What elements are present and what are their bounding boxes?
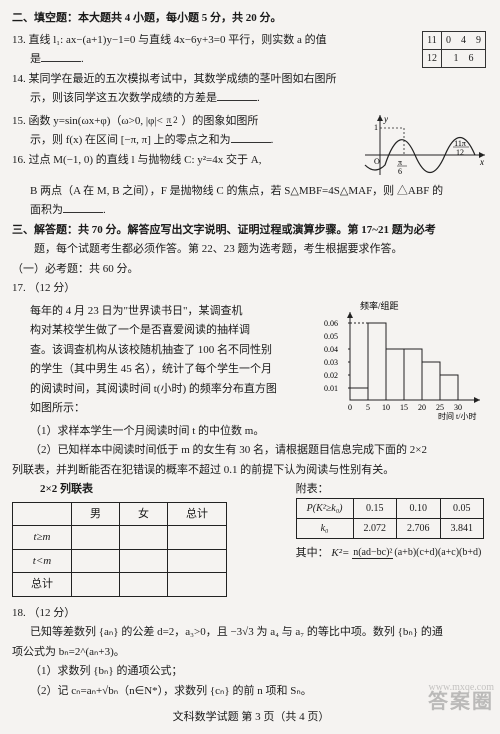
svg-text:0.02: 0.02: [324, 371, 338, 380]
q17-num: 17.: [12, 282, 26, 294]
k-table: P(K²≥k₀)0.150.100.05 k₀2.0722.7063.841: [296, 498, 484, 539]
svg-text:30: 30: [454, 403, 462, 412]
q15: 15. 函数 y=sin(ωx+φ)（ω>0, |φ|< π2 ）的图象如图所: [12, 113, 354, 130]
k-formula: 其中： K²= n(ad−bc)²(a+b)(c+d)(a+c)(b+d): [296, 545, 484, 562]
q13: 13. 直线 l₁: ax−(a+1)y−1=0 与直线 4x−6y+3=0 平…: [12, 32, 416, 49]
q15-blank: [231, 132, 271, 143]
q17-p2: 构对某校学生做了一个是否喜爱阅读的抽样调: [30, 322, 314, 339]
q18-p1: 已知等差数列 {aₙ} 的公差 d=2，a₃>0，且 −3√3 为 a₄ 与 a…: [12, 624, 490, 641]
svg-text:11π: 11π: [454, 139, 466, 148]
q17-pts: （12 分）: [29, 282, 76, 294]
svg-text:0.03: 0.03: [324, 358, 338, 367]
q17-p5: 的阅读时间，其阅读时间 t(小时) 的频率分布直方图: [30, 381, 314, 398]
svg-text:0.05: 0.05: [324, 332, 338, 341]
q17-s2: （2）已知样本中阅读时间低于 m 的女生有 30 名，请根据题目信息完成下面的 …: [12, 442, 490, 459]
q16: 16. 过点 M(−1, 0) 的直线 l 与抛物线 C: y²=4x 交于 A…: [12, 152, 354, 169]
q14-blank: [217, 90, 257, 101]
q13-line2: 是.: [12, 51, 416, 68]
q16-num: 16.: [12, 154, 26, 166]
svg-text:π: π: [398, 158, 402, 167]
svg-text:10: 10: [382, 403, 390, 412]
q16-line3: 面积为.: [12, 202, 490, 219]
stem-leaf-table: 110 4 9 121 6: [422, 31, 486, 68]
q16-line2: B 两点（A 在 M, B 之间），F 是抛物线 C 的焦点，若 S△MBF=4…: [12, 183, 490, 200]
svg-text:20: 20: [418, 403, 426, 412]
kt-title: 附表：: [296, 481, 484, 498]
q17-p3: 查。该调查机构从该校随机抽查了 100 名不同性别: [30, 342, 314, 359]
svg-text:1: 1: [374, 123, 378, 132]
q15-text: 函数 y=sin(ωx+φ)（ω>0, |φ|<: [29, 115, 163, 127]
histogram: 频率/组距 0.06 0.05 0.04 0.03 0.02 0.01 0 5 …: [320, 300, 490, 420]
svg-text:0.01: 0.01: [324, 384, 338, 393]
watermark-url: www.mxqe.com: [429, 680, 494, 695]
svg-text:12: 12: [456, 148, 464, 157]
svg-text:频率/组距: 频率/组距: [360, 300, 399, 311]
q16-text: 过点 M(−1, 0) 的直线 l 与抛物线 C: y²=4x 交于 A,: [29, 154, 262, 166]
contingency-table: 男女总计 t≥m t<m 总计: [12, 502, 227, 597]
q13-num: 13.: [12, 34, 26, 46]
svg-text:6: 6: [398, 167, 402, 176]
svg-text:O: O: [374, 157, 380, 166]
q17-p1: 每年的 4 月 23 日为"世界读书日"，某调查机: [30, 303, 314, 320]
q18: 18. （12 分）: [12, 605, 490, 622]
svg-text:0: 0: [348, 403, 352, 412]
q14-num: 14.: [12, 73, 26, 85]
section3-heading: 三、解答题：共 70 分。解答应写出文字说明、证明过程或演算步骤。第 17~21…: [12, 222, 490, 239]
q15-num: 15.: [12, 115, 26, 127]
pi-over-2: π2: [166, 116, 179, 125]
q17-p6: 如图所示：: [30, 400, 314, 417]
q18-s1: （1）求数列 {bₙ} 的通项公式；: [12, 663, 490, 680]
q18-num: 18.: [12, 607, 26, 619]
ct-title: 2×2 列联表: [12, 481, 227, 498]
q13-text: 直线 l₁: ax−(a+1)y−1=0 与直线 4x−6y+3=0 平行，则实…: [29, 34, 327, 46]
q18-pts: （12 分）: [29, 607, 76, 619]
svg-text:x: x: [479, 157, 484, 167]
svg-text:0.06: 0.06: [324, 319, 338, 328]
q17-p4: 的学生（其中男生 45 名），统计了每个学生一个月: [30, 361, 314, 378]
q14-text: 某同学在最近的五次模拟考试中，其数学成绩的茎叶图如右图所: [29, 73, 337, 85]
section2-heading: 二、填空题：本大题共 4 小题，每小题 5 分，共 20 分。: [12, 10, 490, 27]
q18-s2: （2）记 cₙ=aₙ+√bₙ（n∈N*），求数列 {cₙ} 的前 n 项和 Sₙ…: [12, 683, 490, 700]
svg-text:0.04: 0.04: [324, 345, 338, 354]
q15-line2: 示，则 f(x) 在区间 [−π, π] 上的零点之和为.: [12, 132, 354, 149]
svg-text:15: 15: [400, 403, 408, 412]
svg-text:25: 25: [436, 403, 444, 412]
q14-line2: 示，则该同学这五次数学成绩的方差是.: [12, 90, 416, 107]
sine-graph: 1 O y x π 6 11π 12: [360, 110, 490, 180]
section3-sub: （一）必考题：共 60 分。: [12, 261, 490, 278]
q17-s1: （1）求样本学生一个月阅读时间 t 的中位数 m。: [12, 423, 490, 440]
q13-blank: [41, 51, 81, 62]
page-footer: 文科数学试题 第 3 页（共 4 页）: [12, 709, 490, 726]
svg-text:5: 5: [366, 403, 370, 412]
q17-s2b: 列联表，并判断能否在犯错误的概率不超过 0.1 的前提下认为阅读与性别有关。: [12, 462, 490, 479]
q14: 14. 某同学在最近的五次模拟考试中，其数学成绩的茎叶图如右图所: [12, 71, 416, 88]
svg-text:时间 t/小时: 时间 t/小时: [438, 411, 476, 420]
q16-blank: [63, 202, 103, 213]
section3-heading2: 题，每个试题考生都必须作答。第 22、23 题为选考题，考生根据要求作答。: [12, 241, 490, 258]
q17: 17. （12 分）: [12, 280, 490, 297]
svg-text:y: y: [383, 114, 388, 124]
q18-p1b: 项公式为 bₙ=2^(aₙ+3)。: [12, 644, 490, 661]
